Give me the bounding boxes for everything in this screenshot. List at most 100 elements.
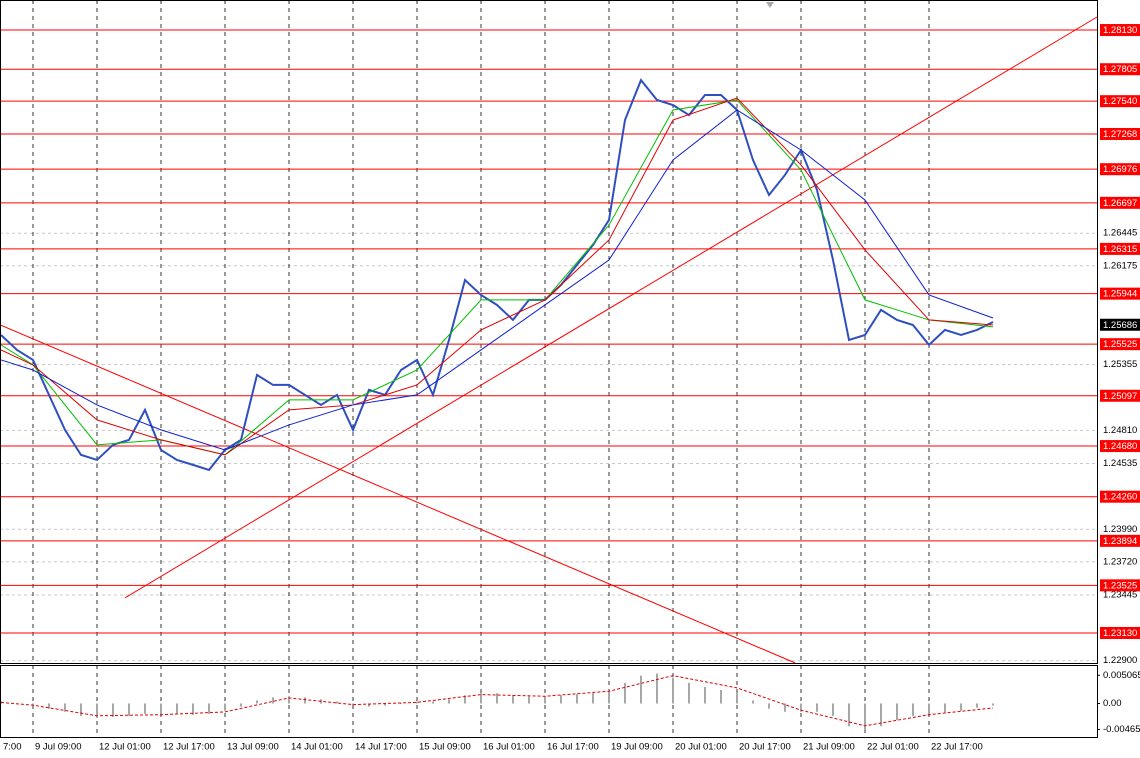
histogram-bar <box>400 703 402 705</box>
price-line <box>0 78 994 472</box>
level-label: 1.26976 <box>1103 164 1137 175</box>
level-label-box <box>1100 95 1140 108</box>
histogram-bar <box>112 703 114 717</box>
level-label-box <box>1100 534 1140 547</box>
histogram-bar <box>752 700 754 704</box>
x-tick-label: 12 Jul 01:00 <box>99 742 151 753</box>
trendline <box>124 16 1098 599</box>
histogram-bar <box>160 703 162 714</box>
x-tick-label: 14 Jul 17:00 <box>355 742 407 753</box>
histogram-bar <box>816 703 818 712</box>
level-label: 1.23894 <box>1103 536 1137 547</box>
level-label: 1.26315 <box>1103 244 1137 255</box>
level-label: 1.28130 <box>1103 25 1137 36</box>
histogram-bar <box>416 701 418 704</box>
level-label-box <box>1100 579 1140 592</box>
level-label: 1.27540 <box>1103 96 1137 107</box>
histogram-bar <box>528 696 530 704</box>
histogram-bar <box>64 703 66 712</box>
histogram-bar <box>576 694 578 704</box>
indicator-pane-frame <box>0 665 1098 738</box>
level-label-box <box>1100 163 1140 176</box>
level-label: 1.27805 <box>1103 64 1137 75</box>
price-line <box>0 99 994 456</box>
level-label: 1.25097 <box>1103 391 1137 402</box>
current-price-label: 1.25686 <box>1103 320 1137 331</box>
histogram-bar <box>544 696 546 704</box>
x-tick-label: 22 Jul 17:00 <box>931 742 983 753</box>
histogram-bar <box>992 703 994 706</box>
y-tick-label: -0.00465 <box>1103 724 1140 735</box>
main-pane-frame <box>0 0 1098 664</box>
x-tick-label: 21 Jul 09:00 <box>803 742 855 753</box>
histogram-bar <box>704 686 706 704</box>
x-tick-label: 22 Jul 01:00 <box>867 742 919 753</box>
signal-line <box>0 675 994 727</box>
x-tick-label: 9 Jul 09:00 <box>35 742 81 753</box>
histogram-bar <box>944 703 946 713</box>
histogram-bar <box>48 703 50 709</box>
y-tick-label: 1.23445 <box>1103 590 1137 601</box>
x-tick-label: 19 Jul 09:00 <box>611 742 663 753</box>
histogram-bar <box>656 673 658 704</box>
price-line <box>0 97 994 456</box>
histogram-bar <box>864 703 866 731</box>
x-tick-label: 14 Jul 01:00 <box>291 742 343 753</box>
level-label-box <box>1100 242 1140 255</box>
level-label: 1.27268 <box>1103 129 1137 140</box>
histogram-bar <box>688 682 690 704</box>
x-tick-label: 20 Jul 17:00 <box>739 742 791 753</box>
histogram-bar <box>176 703 178 714</box>
level-label: 1.23525 <box>1103 580 1137 591</box>
histogram-bar <box>624 682 626 704</box>
level-label-box <box>1100 287 1140 300</box>
histogram-bar <box>896 703 898 721</box>
y-tick-label: 1.23720 <box>1103 556 1137 567</box>
histogram-bar <box>736 693 738 704</box>
level-label: 1.25525 <box>1103 339 1137 350</box>
price-line <box>0 109 994 451</box>
histogram-bar <box>128 703 130 716</box>
histogram-bar <box>352 703 354 706</box>
level-label-box <box>1100 196 1140 209</box>
level-label: 1.24260 <box>1103 492 1137 503</box>
y-tick-label: 1.26445 <box>1103 228 1137 239</box>
histogram-bar <box>240 703 242 707</box>
histogram-bar <box>880 703 882 727</box>
y-tick-label: 1.24810 <box>1103 425 1137 436</box>
histogram-bar <box>448 699 450 704</box>
histogram-bar <box>464 695 466 704</box>
y-tick-label: 1.26175 <box>1103 260 1137 271</box>
histogram-bar <box>496 693 498 704</box>
shift-marker <box>766 2 774 8</box>
histogram-bar <box>784 703 786 712</box>
level-label-box <box>1100 389 1140 402</box>
histogram-bar <box>272 697 274 704</box>
histogram-bar <box>304 697 306 704</box>
histogram-bar <box>768 703 770 709</box>
level-label-box <box>1100 338 1140 351</box>
histogram-bar <box>208 703 210 714</box>
histogram-bar <box>384 703 386 706</box>
histogram-bar <box>144 703 146 714</box>
histogram-bar <box>928 703 930 714</box>
x-tick-label: 20 Jul 01:00 <box>675 742 727 753</box>
histogram-bar <box>368 703 370 707</box>
histogram-bar <box>832 703 834 716</box>
histogram-bar <box>672 677 674 704</box>
level-label-box <box>1100 490 1140 503</box>
x-tick-label: 12 Jul 17:00 <box>163 742 215 753</box>
level-label-box <box>1100 626 1140 639</box>
trendline <box>0 324 796 664</box>
y-tick-label: 0.005065 <box>1103 670 1140 681</box>
histogram-bar <box>960 703 962 711</box>
current-price-box <box>1100 318 1140 331</box>
y-tick-label: 1.24535 <box>1103 458 1137 469</box>
histogram-bar <box>800 703 802 712</box>
histogram-bar <box>432 701 434 704</box>
level-label: 1.25944 <box>1103 289 1137 300</box>
histogram-bar <box>192 703 194 715</box>
histogram-bar <box>512 695 514 704</box>
histogram-bar <box>256 700 258 704</box>
x-tick-label: 13 Jul 09:00 <box>227 742 279 753</box>
